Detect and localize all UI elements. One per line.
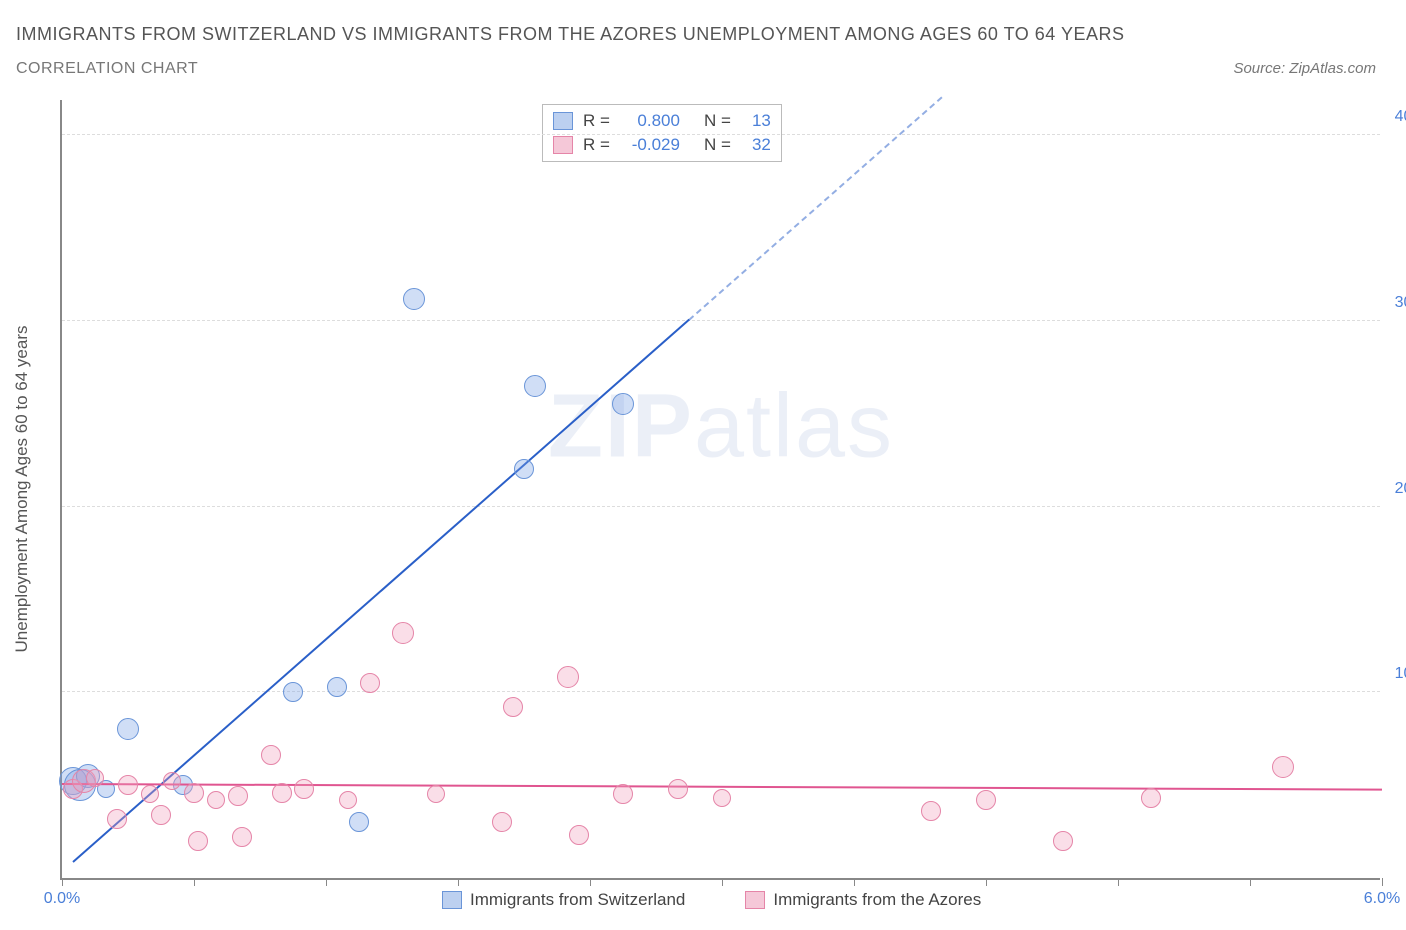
data-point-azores xyxy=(503,697,523,717)
data-point-switzerland xyxy=(327,677,347,697)
data-point-azores xyxy=(668,779,688,799)
watermark: ZIPatlas xyxy=(548,375,894,478)
swatch-icon xyxy=(745,891,765,909)
stat-r-value: 0.800 xyxy=(620,111,680,131)
data-point-azores xyxy=(557,666,579,688)
grid-line xyxy=(62,134,1380,135)
bottom-legend: Immigrants from Switzerland Immigrants fr… xyxy=(442,890,981,910)
x-tick xyxy=(854,878,855,886)
data-point-switzerland xyxy=(349,812,369,832)
data-point-azores xyxy=(151,805,171,825)
y-tick-label: 30.0% xyxy=(1395,294,1406,312)
swatch-icon xyxy=(553,112,573,130)
stat-n-label: N = xyxy=(704,135,731,155)
x-tick xyxy=(458,878,459,886)
data-point-azores xyxy=(294,779,314,799)
y-axis-label: Unemployment Among Ages 60 to 64 years xyxy=(12,326,32,653)
y-tick-label: 20.0% xyxy=(1395,480,1406,498)
data-point-azores xyxy=(86,769,104,787)
data-point-azores xyxy=(569,825,589,845)
data-point-azores xyxy=(1053,831,1073,851)
stat-r-value: -0.029 xyxy=(620,135,680,155)
y-tick-label: 40.0% xyxy=(1395,108,1406,126)
swatch-icon xyxy=(553,136,573,154)
data-point-azores xyxy=(188,831,208,851)
stats-legend: R = 0.800 N = 13 R = -0.029 N = 32 xyxy=(542,104,782,162)
stat-r-label: R = xyxy=(583,135,610,155)
data-point-azores xyxy=(976,790,996,810)
stats-row-switzerland: R = 0.800 N = 13 xyxy=(553,109,771,133)
data-point-switzerland xyxy=(612,393,634,415)
data-point-azores xyxy=(207,791,225,809)
chart-source: Source: ZipAtlas.com xyxy=(1233,60,1376,77)
data-point-azores xyxy=(232,827,252,847)
x-tick xyxy=(590,878,591,886)
x-tick xyxy=(326,878,327,886)
chart-subtitle: CORRELATION CHART xyxy=(16,60,198,78)
stat-n-label: N = xyxy=(704,111,731,131)
data-point-azores xyxy=(272,783,292,803)
data-point-azores xyxy=(339,791,357,809)
legend-label: Immigrants from the Azores xyxy=(773,890,981,910)
data-point-azores xyxy=(492,812,512,832)
swatch-icon xyxy=(442,891,462,909)
grid-line xyxy=(62,691,1380,692)
x-tick xyxy=(986,878,987,886)
data-point-azores xyxy=(261,745,281,765)
legend-label: Immigrants from Switzerland xyxy=(470,890,685,910)
stats-row-azores: R = -0.029 N = 32 xyxy=(553,133,771,157)
data-point-azores xyxy=(107,809,127,829)
data-point-azores xyxy=(1272,756,1294,778)
data-point-azores xyxy=(184,783,204,803)
stat-r-label: R = xyxy=(583,111,610,131)
x-tick xyxy=(194,878,195,886)
legend-item-switzerland: Immigrants from Switzerland xyxy=(442,890,685,910)
data-point-azores xyxy=(613,784,633,804)
data-point-azores xyxy=(360,673,380,693)
legend-item-azores: Immigrants from the Azores xyxy=(745,890,981,910)
x-tick xyxy=(1382,878,1383,886)
y-tick-label: 10.0% xyxy=(1395,665,1406,683)
x-tick xyxy=(1118,878,1119,886)
chart-title: IMMIGRANTS FROM SWITZERLAND VS IMMIGRANT… xyxy=(16,24,1125,45)
data-point-azores xyxy=(1141,788,1161,808)
grid-line xyxy=(62,506,1380,507)
stat-n-value: 13 xyxy=(741,111,771,131)
x-tick xyxy=(1250,878,1251,886)
x-tick-label: 6.0% xyxy=(1364,890,1400,908)
data-point-switzerland xyxy=(283,682,303,702)
x-tick xyxy=(722,878,723,886)
data-point-switzerland xyxy=(524,375,546,397)
data-point-azores xyxy=(118,775,138,795)
data-point-azores xyxy=(163,772,181,790)
data-point-azores xyxy=(713,789,731,807)
data-point-azores xyxy=(921,801,941,821)
data-point-switzerland xyxy=(514,459,534,479)
data-point-azores xyxy=(392,622,414,644)
grid-line xyxy=(62,320,1380,321)
data-point-switzerland xyxy=(403,288,425,310)
data-point-switzerland xyxy=(117,718,139,740)
x-tick-label: 0.0% xyxy=(44,890,80,908)
x-tick xyxy=(62,878,63,886)
data-point-azores xyxy=(141,785,159,803)
data-point-azores xyxy=(228,786,248,806)
stat-n-value: 32 xyxy=(741,135,771,155)
data-point-azores xyxy=(427,785,445,803)
scatter-chart: Unemployment Among Ages 60 to 64 years Z… xyxy=(60,100,1380,880)
